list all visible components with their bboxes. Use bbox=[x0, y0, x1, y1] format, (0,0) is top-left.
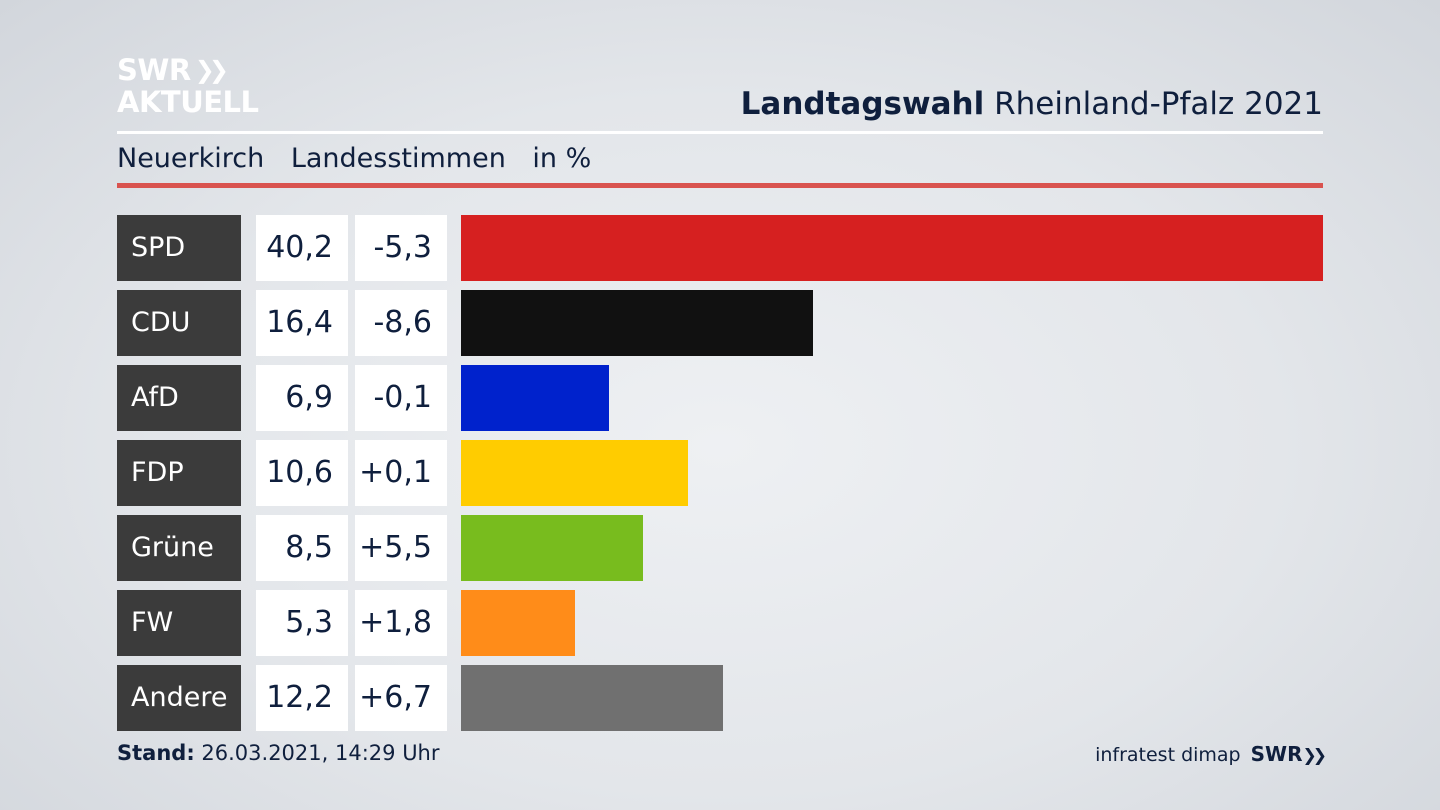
party-label: SPD bbox=[117, 215, 241, 281]
subtitle-place: Neuerkirch bbox=[117, 143, 265, 174]
subtitle-unit: in % bbox=[532, 143, 592, 174]
bar bbox=[461, 215, 1323, 281]
bar bbox=[461, 440, 688, 506]
chart-subtitle: Neuerkirch Landesstimmen in % bbox=[117, 143, 609, 174]
source-credit: infratest dimap SWR❯❯ bbox=[1095, 742, 1327, 766]
value-label: 40,2 bbox=[256, 215, 348, 281]
bar-row: CDU 16,4 -8,6 bbox=[117, 290, 1323, 356]
bar-row: SPD 40,2 -5,3 bbox=[117, 215, 1323, 281]
change-label: -0,1 bbox=[355, 365, 447, 431]
value-label: 10,6 bbox=[256, 440, 348, 506]
chevron-double-right-icon: ❯❯ bbox=[1302, 746, 1327, 766]
subtitle-measure: Landesstimmen bbox=[290, 143, 506, 174]
source-brand: SWR bbox=[1250, 742, 1303, 766]
change-label: -8,6 bbox=[355, 290, 447, 356]
chevron-double-right-icon: ❯❯ bbox=[194, 56, 229, 84]
party-label: FDP bbox=[117, 440, 241, 506]
bar bbox=[461, 365, 609, 431]
stand-label: Stand: bbox=[117, 741, 195, 765]
bar bbox=[461, 290, 813, 356]
change-label: -5,3 bbox=[355, 215, 447, 281]
source-text: infratest dimap bbox=[1095, 744, 1241, 766]
accent-divider bbox=[117, 183, 1323, 188]
party-label: Grüne bbox=[117, 515, 241, 581]
bar bbox=[461, 665, 723, 731]
value-label: 12,2 bbox=[256, 665, 348, 731]
party-label: CDU bbox=[117, 290, 241, 356]
bar bbox=[461, 590, 575, 656]
stand-value: 26.03.2021, 14:29 Uhr bbox=[201, 741, 440, 765]
change-label: +0,1 bbox=[355, 440, 447, 506]
header-divider bbox=[117, 131, 1323, 134]
bar-row: Andere 12,2 +6,7 bbox=[117, 665, 1323, 731]
value-label: 6,9 bbox=[256, 365, 348, 431]
change-label: +1,8 bbox=[355, 590, 447, 656]
bar-row: AfD 6,9 -0,1 bbox=[117, 365, 1323, 431]
value-label: 16,4 bbox=[256, 290, 348, 356]
title-rest: Rheinland-Pfalz 2021 bbox=[994, 86, 1323, 122]
bar-row: FW 5,3 +1,8 bbox=[117, 590, 1323, 656]
value-label: 5,3 bbox=[256, 590, 348, 656]
timestamp: Stand: 26.03.2021, 14:29 Uhr bbox=[117, 741, 440, 765]
title-bold: Landtagswahl bbox=[740, 86, 985, 122]
party-label: FW bbox=[117, 590, 241, 656]
change-label: +6,7 bbox=[355, 665, 447, 731]
logo-aktuell-text: AKTUELL bbox=[117, 85, 259, 119]
party-label: AfD bbox=[117, 365, 241, 431]
page-title: Landtagswahl Rheinland-Pfalz 2021 bbox=[741, 86, 1323, 122]
party-label: Andere bbox=[117, 665, 241, 731]
bar-row: FDP 10,6 +0,1 bbox=[117, 440, 1323, 506]
bar-row: Grüne 8,5 +5,5 bbox=[117, 515, 1323, 581]
bar bbox=[461, 515, 643, 581]
logo-swr-text: SWR bbox=[117, 53, 191, 87]
swr-aktuell-logo: SWR ❯❯ AKTUELL bbox=[117, 56, 259, 117]
value-label: 8,5 bbox=[256, 515, 348, 581]
change-label: +5,5 bbox=[355, 515, 447, 581]
